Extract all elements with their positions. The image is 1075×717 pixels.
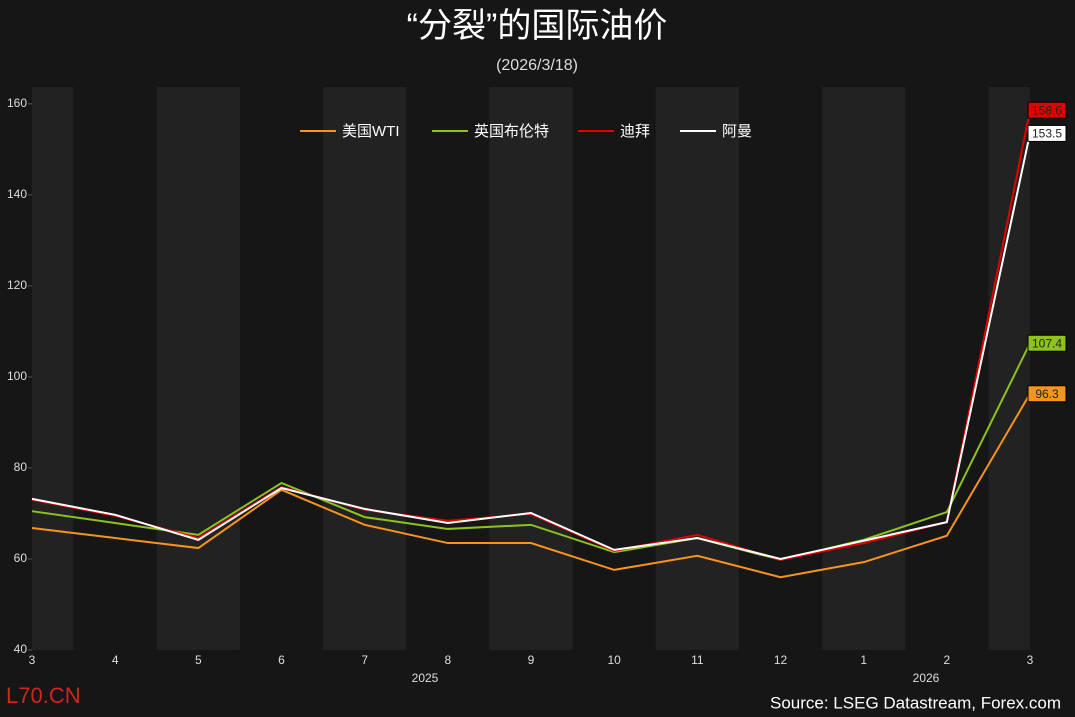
value-label: 96.3: [1035, 387, 1059, 401]
band: [32, 87, 74, 650]
series-line: [31, 393, 1031, 579]
chart-title: “分裂”的国际油价: [407, 7, 668, 45]
y-tick-label: 120: [7, 278, 27, 292]
legend-label: 迪拜: [620, 123, 650, 140]
legend-label: 美国WTI: [342, 123, 400, 140]
year-label: 2025: [412, 671, 439, 685]
x-tick-label: 10: [607, 653, 621, 667]
bands: [32, 87, 1030, 650]
band: [822, 87, 906, 650]
x-tick-label: 11: [691, 653, 704, 667]
chart-subtitle: (2026/3/18): [496, 57, 578, 74]
band: [323, 87, 407, 650]
watermark: L70.CN: [6, 683, 81, 708]
value-label-box: [1027, 101, 1067, 119]
value-label-box: [1027, 334, 1067, 352]
x-tick-label: 2: [943, 653, 950, 667]
band: [655, 87, 739, 650]
x-tick-label: 3: [29, 653, 36, 667]
x-tick-label: 7: [361, 653, 368, 667]
y-tick-label: 100: [7, 369, 27, 383]
value-label: 153.5: [1032, 127, 1062, 141]
value-label-box: [1027, 124, 1067, 142]
x-tick-label: 3: [1027, 653, 1034, 667]
value-label-box: [1027, 385, 1067, 403]
y-tick-label: 40: [14, 642, 28, 656]
legend-label: 阿曼: [722, 123, 752, 140]
x-tick-label: 1: [860, 653, 867, 667]
x-tick-label: 8: [444, 653, 451, 667]
band: [988, 87, 1030, 650]
x-tick-label: 6: [278, 653, 285, 667]
legend-label: 英国布伦特: [474, 122, 549, 140]
band: [156, 87, 240, 650]
value-label: 107.4: [1032, 336, 1062, 350]
y-tick-label: 60: [14, 551, 28, 565]
x-tick-label: 12: [774, 653, 788, 667]
value-label: 158.6: [1032, 103, 1062, 117]
year-label: 2026: [913, 671, 940, 685]
source: Source: LSEG Datastream, Forex.com: [770, 693, 1061, 712]
series-line: [31, 133, 1031, 561]
x-tick-label: 4: [112, 653, 119, 667]
x-tick-label: 5: [195, 653, 202, 667]
y-tick-label: 80: [14, 460, 28, 474]
y-tick-label: 160: [7, 96, 27, 110]
x-tick-label: 9: [528, 653, 535, 667]
band: [489, 87, 573, 650]
y-tick-label: 140: [7, 187, 27, 201]
